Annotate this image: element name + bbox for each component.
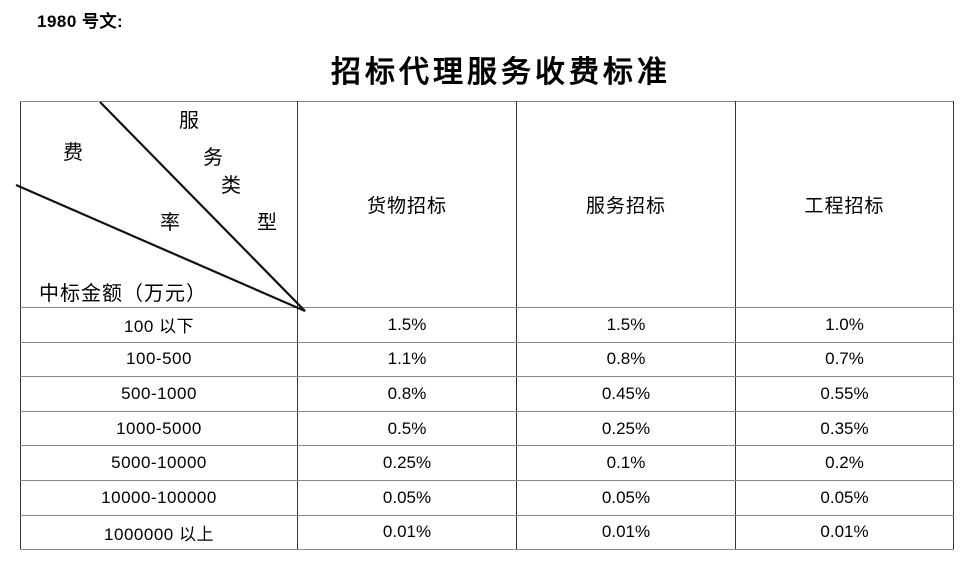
table-cell: 0.35%: [735, 410, 954, 447]
table-cell: 0.2%: [735, 445, 954, 481]
table-cell: 1.5%: [516, 307, 736, 343]
table-cell: 0.8%: [516, 341, 736, 378]
table-cell-amount: 100 以下: [20, 307, 298, 343]
table-row: 5000-10000 0.25% 0.1% 0.2%: [20, 445, 954, 481]
table-cell-amount: 500-1000: [20, 376, 298, 412]
row-axis-label: 中标金额（万元）: [39, 283, 207, 305]
corner-label-char: 费: [63, 142, 83, 164]
table-cell-amount: 1000-5000: [20, 410, 298, 447]
table-cell: 1.0%: [735, 307, 954, 343]
corner-header-cell: 服 务 类 型 费 率 中标金额（万元）: [15, 101, 306, 313]
table-cell: 0.01%: [516, 514, 736, 551]
table-cell: 0.1%: [516, 445, 736, 481]
table-cell: 0.01%: [297, 514, 517, 551]
table-cell-amount: 5000-10000: [20, 445, 298, 481]
column-header-works: 工程招标: [735, 101, 954, 308]
table-cell: 0.5%: [297, 410, 517, 447]
table-row: 1000000 以上 0.01% 0.01% 0.01%: [20, 514, 954, 551]
diagonal-lines: [15, 101, 306, 313]
table-cell: 1.1%: [297, 341, 517, 378]
table-cell: 0.25%: [297, 445, 517, 481]
table-cell-amount: 10000-100000: [20, 479, 298, 516]
table-cell: 0.01%: [735, 514, 954, 551]
table-row: 10000-100000 0.05% 0.05% 0.05%: [20, 479, 954, 516]
table-row: 500-1000 0.8% 0.45% 0.55%: [20, 376, 954, 412]
table-cell: 0.55%: [735, 376, 954, 412]
table-row: 100-500 1.1% 0.8% 0.7%: [20, 341, 954, 378]
corner-label-char: 型: [257, 212, 277, 234]
corner-label-char: 服: [179, 110, 199, 132]
fee-table: 服 务 类 型 费 率 中标金额（万元） 货物招标 服务招标 工程招标 100 …: [15, 101, 954, 551]
table-cell: 0.05%: [735, 479, 954, 516]
column-header-goods: 货物招标: [297, 101, 517, 308]
table-row: 100 以下 1.5% 1.5% 1.0%: [20, 307, 954, 343]
table-cell-amount: 100-500: [20, 341, 298, 378]
table-cell: 0.45%: [516, 376, 736, 412]
table-cell: 0.7%: [735, 341, 954, 378]
header-row: 服 务 类 型 费 率 中标金额（万元） 货物招标 服务招标 工程招标: [15, 101, 954, 313]
table-cell: 1.5%: [297, 307, 517, 343]
table-cell-amount: 1000000 以上: [20, 514, 298, 551]
table-cell: 0.05%: [516, 479, 736, 516]
corner-label-char: 类: [221, 175, 241, 197]
table-cell: 0.05%: [297, 479, 517, 516]
table-row: 1000-5000 0.5% 0.25% 0.35%: [20, 410, 954, 447]
corner-label-char: 率: [160, 212, 180, 234]
document-number: 1980 号文:: [37, 12, 124, 31]
corner-label-char: 务: [203, 147, 223, 169]
page-title: 招标代理服务收费标准: [331, 56, 671, 89]
column-header-services: 服务招标: [516, 101, 736, 308]
table-cell: 0.25%: [516, 410, 736, 447]
table-cell: 0.8%: [297, 376, 517, 412]
